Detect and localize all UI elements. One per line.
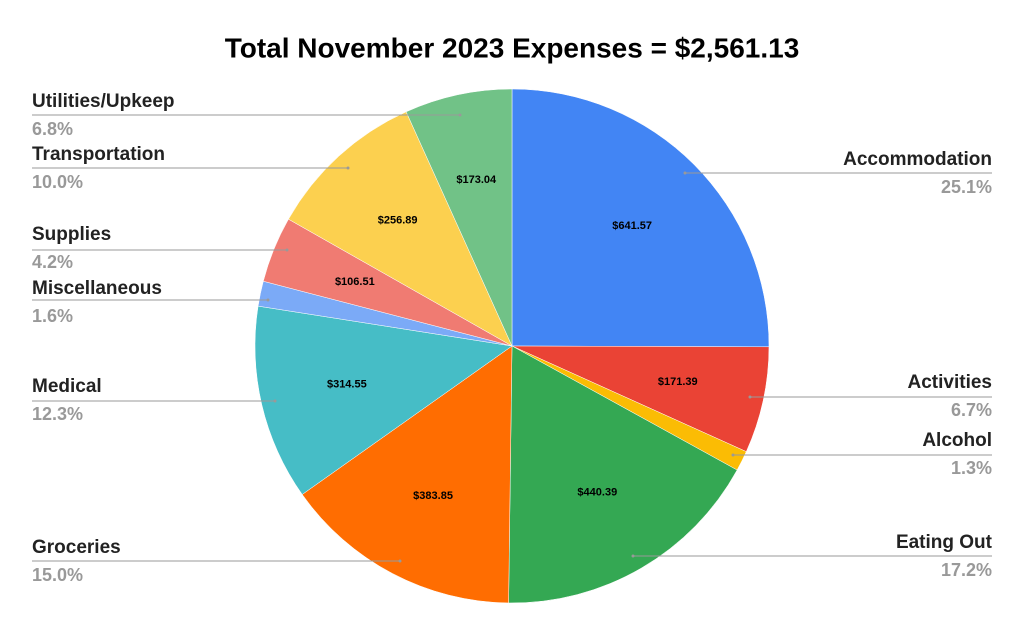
percentage-label: 4.2%: [32, 252, 73, 272]
value-label: $256.89: [378, 215, 418, 227]
percentage-label: 1.6%: [32, 306, 73, 326]
percentage-label: 6.8%: [32, 119, 73, 139]
leader-dot: [285, 248, 289, 252]
leader-dot: [731, 453, 735, 457]
category-label: Eating Out: [896, 532, 993, 553]
pie-slice: [511, 345, 770, 452]
category-label: Supplies: [32, 224, 111, 245]
value-label: $173.04: [456, 174, 497, 186]
leader-dot: [683, 171, 687, 175]
value-label: $171.39: [658, 376, 698, 388]
chart-title: Total November 2023 Expenses = $2,561.13: [225, 32, 800, 63]
category-label: Miscellaneous: [32, 278, 162, 299]
category-label: Accommodation: [843, 149, 992, 170]
category-label: Medical: [32, 376, 102, 397]
leader-dot: [458, 113, 462, 117]
leader-dot: [748, 395, 752, 399]
value-label: $106.51: [335, 276, 375, 288]
pie-slice: [511, 88, 770, 348]
category-label: Alcohol: [922, 430, 992, 451]
value-label: $314.55: [327, 379, 367, 391]
pie-slice: [405, 88, 513, 347]
percentage-label: 17.2%: [941, 560, 992, 580]
category-label: Groceries: [32, 537, 121, 558]
percentage-label: 6.7%: [951, 400, 992, 420]
pie-slice: [288, 111, 513, 347]
value-label: $440.39: [577, 487, 617, 499]
percentage-label: 25.1%: [941, 177, 992, 197]
leader-dot: [273, 399, 277, 403]
pie-slice: [508, 345, 738, 604]
leader-dot: [398, 559, 402, 563]
leader-dot: [266, 298, 270, 302]
value-label: $641.57: [612, 220, 652, 232]
pie-slice: [254, 305, 513, 495]
category-label: Transportation: [32, 144, 165, 165]
leader-dot: [346, 166, 350, 170]
category-label: Activities: [908, 372, 992, 393]
leader-dot: [631, 554, 635, 558]
category-label: Utilities/Upkeep: [32, 91, 175, 112]
percentage-label: 1.3%: [951, 458, 992, 478]
percentage-label: 15.0%: [32, 565, 83, 585]
pie-slice: [301, 345, 513, 604]
value-label: $383.85: [413, 490, 453, 502]
percentage-label: 10.0%: [32, 172, 83, 192]
percentage-label: 12.3%: [32, 404, 83, 424]
